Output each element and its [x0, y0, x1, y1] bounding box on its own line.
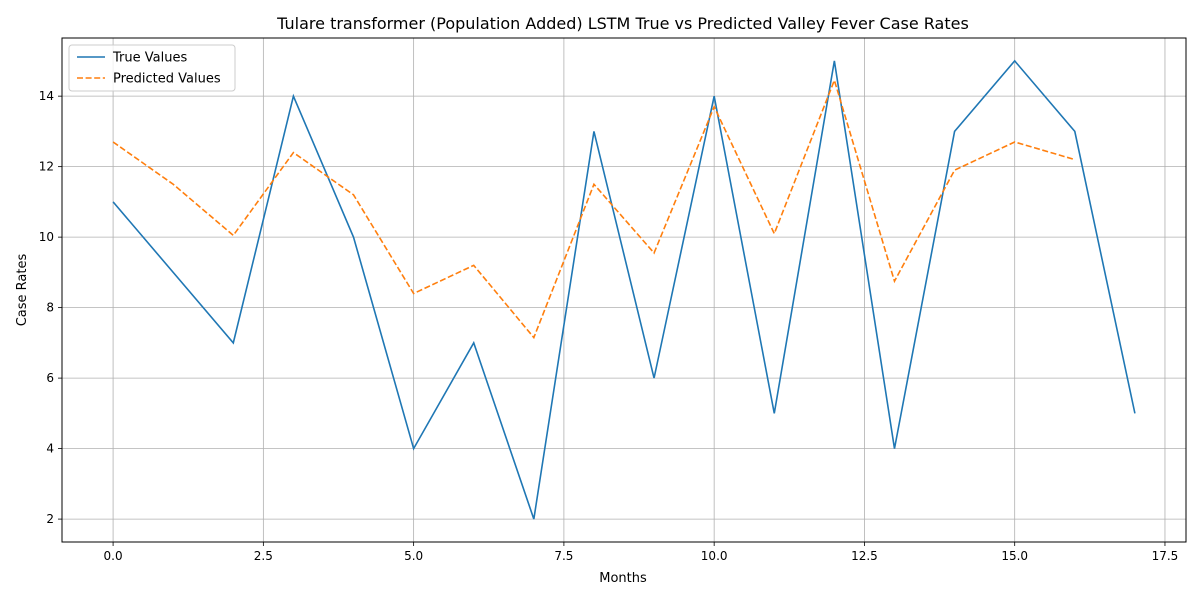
- series-lines: [112, 59, 1136, 520]
- x-tick-label: 7.5: [554, 549, 573, 563]
- x-tick-label: 17.5: [1152, 549, 1179, 563]
- x-tick-label: 10.0: [701, 549, 728, 563]
- x-tick-label: 0.0: [104, 549, 123, 563]
- y-tick-label: 10: [39, 230, 54, 244]
- y-tick-label: 8: [46, 301, 54, 315]
- legend-label: Predicted Values: [113, 72, 221, 87]
- axis-ticks: 0.0 2.5 5.0 7.5 10.0 12.5 15.0 17.5 2 4 6 8 10 12 14: [39, 89, 1179, 563]
- y-tick-label: 4: [46, 442, 54, 456]
- legend-box: [68, 44, 236, 92]
- x-tick-label: 2.5: [254, 549, 273, 563]
- y-tick-label: 6: [46, 371, 54, 385]
- series-line-true-values: [112, 59, 1136, 520]
- y-tick-label: 12: [39, 160, 54, 174]
- y-tick-label: 2: [46, 512, 54, 526]
- legend-label: True Values: [112, 51, 187, 66]
- y-axis-label: Case Rates: [15, 254, 30, 327]
- x-tick-label: 15.0: [1001, 549, 1028, 563]
- legend: True Values Predicted Values: [68, 44, 236, 92]
- x-tick-label: 5.0: [404, 549, 423, 563]
- y-tick-label: 14: [39, 89, 54, 103]
- grid-lines: [62, 38, 1186, 542]
- x-axis-label: Months: [599, 571, 647, 586]
- plot-frame: [61, 37, 1187, 543]
- chart-title: Tulare transformer (Population Added) LS…: [276, 14, 969, 33]
- series-line-predicted-values: [112, 77, 1076, 340]
- x-tick-label: 12.5: [851, 549, 878, 563]
